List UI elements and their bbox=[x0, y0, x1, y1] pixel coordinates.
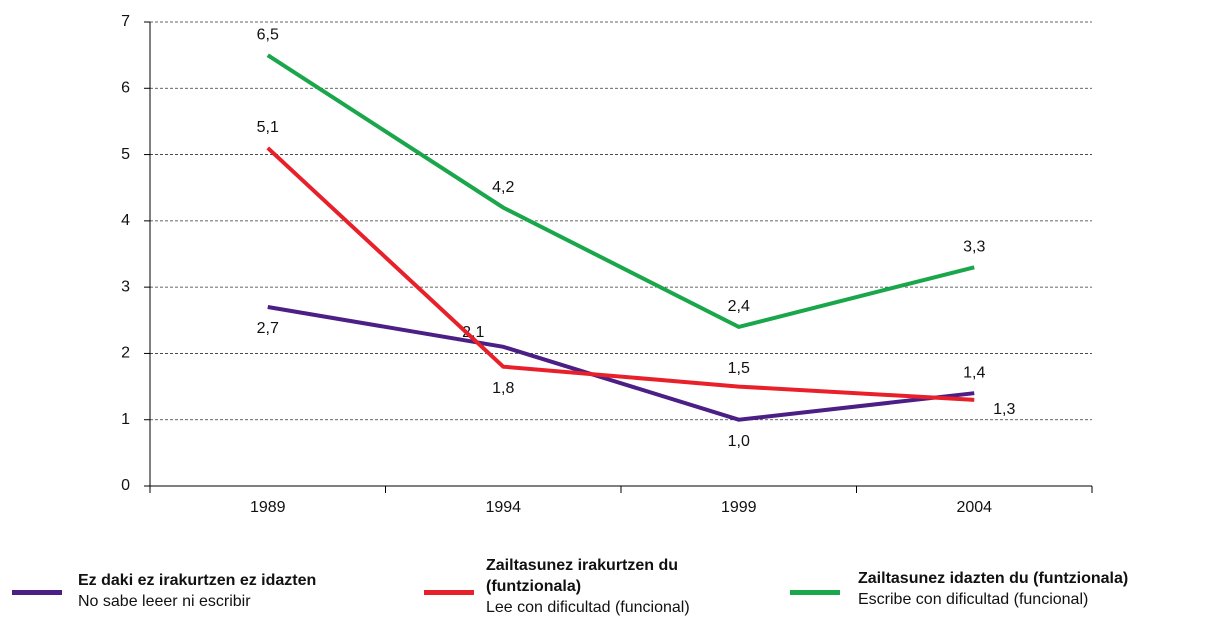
legend-entry: Ez daki ez irakurtzen ez idazten No sabe… bbox=[78, 570, 408, 612]
x-tick-label: 1994 bbox=[485, 499, 521, 516]
legend-sublabel: No sabe leeer ni escribir bbox=[78, 593, 251, 610]
series-line bbox=[266, 146, 975, 402]
data-label: 1,0 bbox=[728, 433, 750, 450]
series-line bbox=[267, 305, 975, 422]
legend-entry: Zailtasunez idazten du (funtzionala) Esc… bbox=[858, 568, 1216, 610]
y-tick-label: 0 bbox=[121, 477, 130, 494]
legend-swatch bbox=[12, 590, 62, 595]
data-label: 2,7 bbox=[257, 320, 279, 337]
data-label: 1,8 bbox=[492, 380, 514, 397]
y-tick-label: 1 bbox=[121, 411, 130, 428]
x-tick-label: 1989 bbox=[250, 499, 286, 516]
legend-swatch bbox=[790, 590, 840, 595]
x-tick-label: 2004 bbox=[956, 499, 992, 516]
data-label: 3,3 bbox=[963, 238, 985, 255]
legend-swatch bbox=[424, 590, 474, 595]
legend-entry: Zailtasunez irakurtzen du (funtzionala) … bbox=[486, 555, 771, 618]
legend-sublabel: Escribe con dificultad (funcional) bbox=[858, 591, 1089, 608]
y-tick-label: 2 bbox=[121, 345, 130, 362]
legend-label: Ez daki ez irakurtzen ez idazten bbox=[78, 572, 317, 589]
legend-sublabel: Lee con dificultad (funcional) bbox=[486, 599, 690, 616]
chart: 0 1 2 3 4 5 6 7 1989 1994 1999 2004 2,7 2,1 1,0 1,4 5,1 1… bbox=[121, 13, 1093, 516]
y-tick-label: 3 bbox=[121, 278, 130, 295]
data-label: 5,1 bbox=[257, 119, 279, 136]
legend-label: Zailtasunez irakurtzen du (funtzionala) bbox=[486, 557, 679, 595]
data-label: 2,4 bbox=[728, 298, 750, 315]
legend-label: Zailtasunez idazten du (funtzionala) bbox=[858, 570, 1129, 587]
data-label: 1,5 bbox=[728, 360, 750, 377]
data-label: 4,2 bbox=[492, 179, 514, 196]
y-tick-label: 6 bbox=[121, 80, 130, 97]
y-tick-label: 7 bbox=[121, 13, 130, 30]
data-label: 6,5 bbox=[257, 26, 279, 43]
data-label: 1,4 bbox=[963, 364, 985, 381]
y-tick-label: 4 bbox=[121, 212, 130, 229]
series-line bbox=[266, 53, 975, 330]
y-tick-label: 5 bbox=[121, 146, 130, 163]
x-tick-label: 1999 bbox=[721, 499, 757, 516]
data-label: 2,1 bbox=[462, 324, 484, 341]
data-label: 1,3 bbox=[993, 401, 1015, 418]
